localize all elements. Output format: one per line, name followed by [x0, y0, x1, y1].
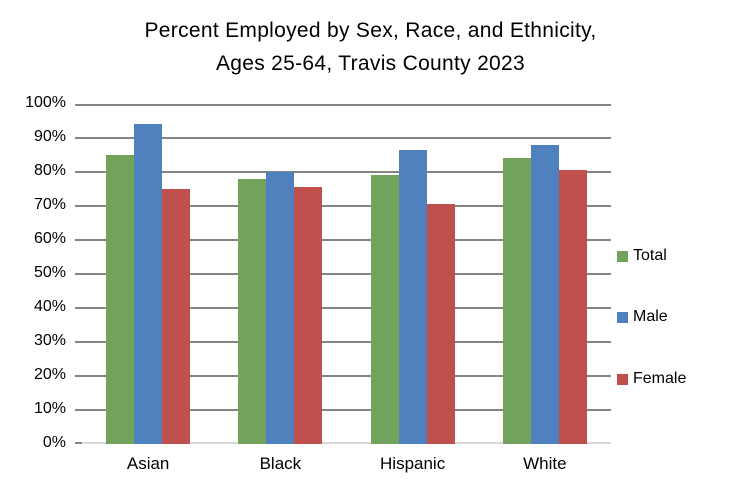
y-axis-label-70: 70%: [33, 196, 66, 213]
y-tick-80: [75, 171, 82, 173]
gridline-60: [82, 239, 611, 241]
legend-swatch-male-icon: [617, 311, 628, 323]
gridline-20: [82, 375, 611, 377]
legend-swatch-female-icon: [617, 373, 628, 385]
chart-title: Percent Employed by Sex, Race, and Ethni…: [0, 14, 741, 80]
y-tick-100: [75, 104, 82, 106]
y-tick-70: [75, 205, 82, 207]
legend-label-female: Female: [633, 370, 687, 387]
y-tick-0: [75, 442, 82, 444]
y-axis-label-10: 10%: [33, 400, 66, 417]
gridline-100: [82, 104, 611, 106]
x-axis-line: [82, 442, 611, 444]
y-tick-20: [75, 375, 82, 377]
legend: Total Male Female: [617, 0, 741, 496]
y-axis-label-80: 80%: [33, 162, 66, 179]
y-axis-label-50: 50%: [33, 264, 66, 281]
y-axis-label-30: 30%: [33, 332, 66, 349]
gridline-10: [82, 409, 611, 411]
bar-female-asian: [162, 189, 190, 444]
bar-male-black: [266, 172, 294, 444]
y-tick-90: [75, 137, 82, 139]
bar-female-white: [559, 170, 587, 444]
y-axis-label-0: 0%: [42, 434, 66, 451]
x-axis-label-white: White: [523, 454, 567, 473]
y-axis-label-90: 90%: [33, 128, 66, 145]
legend-swatch-total-icon: [617, 250, 628, 262]
y-tick-50: [75, 273, 82, 275]
y-tick-60: [75, 239, 82, 241]
bar-female-black: [294, 187, 322, 444]
legend-item-total: Total: [617, 246, 667, 266]
x-axis-label-asian: Asian: [126, 454, 170, 473]
bar-male-hispanic: [399, 150, 427, 444]
bar-total-hispanic: [371, 175, 399, 444]
bar-female-hispanic: [427, 204, 455, 444]
legend-label-total: Total: [633, 247, 667, 264]
plot-area: [75, 104, 611, 444]
y-tick-40: [75, 307, 82, 309]
gridline-50: [82, 273, 611, 275]
y-axis-label-100: 100%: [25, 94, 66, 111]
legend-label-male: Male: [633, 308, 668, 325]
chart-title-line1: Percent Employed by Sex, Race, and Ethni…: [144, 19, 597, 42]
bar-total-white: [503, 158, 531, 444]
y-axis-label-40: 40%: [33, 298, 66, 315]
x-axis-label-hispanic: Hispanic: [380, 454, 446, 473]
x-axis-label-black: Black: [259, 454, 302, 473]
bar-male-white: [531, 145, 559, 444]
bar-total-asian: [106, 155, 134, 444]
y-tick-10: [75, 409, 82, 411]
y-tick-30: [75, 341, 82, 343]
legend-item-female: Female: [617, 369, 686, 389]
gridline-70: [82, 205, 611, 207]
gridline-90: [82, 137, 611, 139]
gridline-80: [82, 171, 611, 173]
bar-total-black: [238, 179, 266, 444]
bar-male-asian: [134, 124, 162, 444]
gridline-30: [82, 341, 611, 343]
legend-item-male: Male: [617, 307, 668, 327]
y-axis-labels: 0% 10% 20% 30% 40% 50% 60% 70% 80% 90% 100%: [0, 94, 66, 451]
x-axis-labels: Asian Black Hispanic White: [82, 454, 611, 474]
y-axis-label-20: 20%: [33, 366, 66, 383]
y-axis-label-60: 60%: [33, 230, 66, 247]
chart-title-line2: Ages 25-64, Travis County 2023: [215, 52, 525, 75]
gridline-40: [82, 307, 611, 309]
